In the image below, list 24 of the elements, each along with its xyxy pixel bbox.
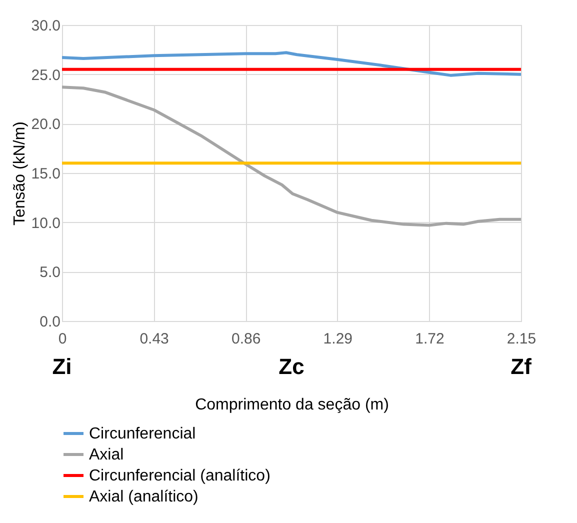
legend-label: Axial: [89, 446, 124, 464]
x-axis-title: Comprimento da seção (m): [195, 396, 389, 414]
y-tick-label: 15.0: [31, 166, 60, 182]
text: Zi: [52, 354, 72, 379]
x-tick-label: 2.15: [506, 330, 536, 348]
y-tick-label: 5.0: [40, 264, 60, 282]
x-tick-label: 1.72: [415, 330, 444, 348]
line-series: [62, 86, 521, 227]
x-tick-label: 0.43: [140, 330, 169, 348]
y-tick-label: 25.0: [31, 66, 60, 84]
legend-label: Circunferencial (analítico): [89, 468, 270, 484]
y-tick-label: 30.0: [31, 18, 60, 34]
y-axis-title: Tensão (kN/m): [11, 121, 28, 226]
y-tick-label: 20.0: [31, 116, 60, 134]
x-tick-label: 0.86: [232, 330, 261, 348]
x-tick-label: 1.29: [323, 330, 352, 348]
x-tick-label: 0: [58, 330, 67, 348]
legend-label: Circunferencial: [89, 426, 196, 442]
line-series: [62, 51, 521, 77]
text: Zc: [278, 354, 304, 379]
text: Zf: [510, 354, 532, 379]
y-tick-label: 10.0: [31, 214, 60, 232]
legend-label: Axial (analítico): [89, 488, 198, 506]
y-tick-label: 0.0: [40, 314, 60, 330]
